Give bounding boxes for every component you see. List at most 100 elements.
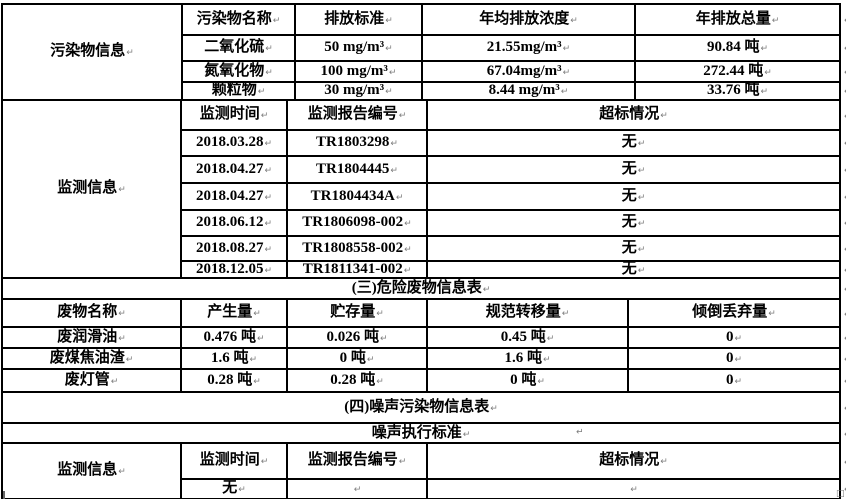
col-header-transferred: 规范转移量↵ [426,300,629,328]
paragraph-mark-icon: ↵ [249,354,258,365]
cell-pollutant-name: 颗粒物↵ [181,81,296,101]
paragraph-mark-icon: ↵ [537,376,545,387]
monitoring-table: 监测信息↵ 监测时间↵ 监测报告编号↵ 超标情况↵ ↵ 2018.03.28↵ … [1,101,846,279]
paragraph-mark-icon: ↵ [542,354,551,365]
row-end-mark-icon: ↵ [840,479,846,499]
paragraph-mark-icon: ↵ [734,333,743,344]
table-end-mark-icon: □ [836,489,845,499]
row-end-mark-icon: ↵ [840,279,846,299]
paragraph-mark-icon: ↵ [404,219,412,230]
paragraph-mark-icon: ↵ [385,15,393,26]
paragraph-mark-icon: ↵ [398,457,407,468]
paragraph-mark-icon: ↵ [264,244,273,255]
cell-report: TR1806098-002↵ [286,209,428,237]
section-title-hazardous: (三)危险废物信息表↵ [1,279,841,300]
paragraph-mark-icon: ↵ [385,44,393,55]
paragraph-mark-icon: ↵ [462,429,471,440]
cell-date: 2018.04.27↵ [180,182,288,211]
cell-date: 2018.12.05↵ [180,260,288,279]
paragraph-mark-icon: ↵ [398,111,407,122]
col-header-avg-concentration: 年均排放浓度↵ [421,3,636,36]
cell-status: 无↵ [426,235,841,262]
paragraph-mark-icon: ↵ [379,333,388,344]
paragraph-mark-icon: ↵ [260,111,269,122]
row-end-mark-icon: ↵ [840,261,846,278]
paragraph-mark-icon: ↵ [562,44,571,55]
cell-transferred: 1.6 吨↵ [426,347,629,370]
paragraph-mark-icon: ↵ [264,266,273,276]
paragraph-mark-icon: ↵ [760,44,769,55]
col-header-produced: 产生量↵ [180,300,288,328]
cell-date: 2018.06.12↵ [180,209,288,237]
cell-report: TR1803298↵ [286,129,428,157]
row-end-mark-icon: ↵ [840,130,846,156]
cell-standard: 30 mg/m³↵ [294,81,423,101]
cell-report: TR1804434A↵ [286,182,428,211]
cell-avg: 8.44 mg/m³↵ [421,81,636,101]
cell-transferred: 0.45 吨↵ [426,326,629,349]
paragraph-mark-icon: ↵ [637,192,646,203]
paragraph-mark-icon: ↵ [734,354,743,365]
paragraph-mark-icon: ↵ [253,376,261,387]
cell-total: 272.44 吨↵ [634,60,841,83]
noise-monitoring-table: 监测信息↵ 监测时间↵ 监测报告编号↵ 超标情况↵ ↵ 无↵ ↵ ↵ ↵ [1,444,846,499]
col-header-pollutant-name: 污染物名称↵ [181,3,296,36]
paragraph-mark-icon: ↵ [764,67,772,78]
row-end-mark-icon: ↵ [840,236,846,261]
cell-produced: 1.6 吨↵ [180,347,288,370]
paragraph-mark-icon: ↵ [637,139,646,150]
cell-produced: 0.28 吨↵ [180,368,288,393]
paragraph-mark-icon: ↵ [264,219,273,230]
hazardous-title-row: (三)危险废物信息表↵ ↵ [1,279,846,300]
paragraph-mark-icon: ↵ [366,354,375,365]
paragraph-mark-icon: ↵ [660,457,668,468]
col-header-exceed: 超标情况↵ [426,101,841,131]
cell-stored: 0 吨↵ [286,347,428,370]
col-header-exceed: 超标情况↵ [426,444,841,480]
cell-stored: 0.026 吨↵ [286,326,428,349]
cell-date: 2018.04.27↵ [180,155,288,184]
paragraph-mark-icon: ↵ [353,485,362,496]
paragraph-mark-icon: ↵ [734,376,743,387]
paragraph-mark-icon: ↵ [272,15,281,26]
cell-standard: 50 mg/m³↵ [294,34,423,62]
cell-stored: 0.28 吨↵ [286,368,428,393]
cell-avg: 67.04mg/m³↵ [421,60,636,83]
col-header-report-no: 监测报告编号↵ [286,444,428,480]
cell-report: TR1811341-002↵ [286,260,428,279]
caret-mark [3,491,5,499]
cell-date: 无↵ [180,478,288,499]
row-end-mark-icon: ↵ [840,156,846,183]
col-header-waste-name: 废物名称↵ [1,300,182,328]
paragraph-mark-icon: ↵ [482,285,491,295]
row-end-mark-icon: ↵ [840,210,846,236]
paragraph-mark-icon: ↵ [110,376,119,387]
cell-pollutant-name: 二氧化硫↵ [181,34,296,62]
paragraph-mark-icon: ↵ [118,185,126,196]
cell-total: 33.76 吨↵ [634,81,841,101]
cell-standard: 100 mg/m³↵ [294,60,423,83]
cell-avg: 21.55mg/m³↵ [421,34,636,62]
paragraph-mark-icon: ↵ [376,309,384,320]
row-end-mark-icon: ↵ [840,35,846,61]
row-end-mark-icon: ↵ [840,4,846,35]
paragraph-mark-icon: ↵ [768,309,776,320]
hazardous-waste-table: 废物名称↵ 产生量↵ 贮存量↵ 规范转移量↵ 倾倒丢弃量↵ ↵ 废润滑油↵ 0.… [1,300,846,393]
cell-date: 2018.03.28↵ [180,129,288,157]
section-title-noise: (四)噪声污染物信息表↵ [1,393,841,424]
paragraph-mark-icon: ↵ [760,87,769,98]
cell-total: 90.84 吨↵ [634,34,841,62]
row-end-mark-icon: ↵ [840,424,846,443]
paragraph-mark-icon: ↵ [264,165,273,176]
paragraph-mark-icon: ↵ [403,266,412,276]
cell-dumped: 0↵ [627,347,841,370]
paragraph-mark-icon: ↵ [390,139,398,150]
cell-waste-name: 废灯管↵ [1,368,182,393]
paragraph-mark-icon: ↵ [637,244,646,255]
pollutant-section-label: 污染物信息↵ [1,3,183,101]
paragraph-mark-icon: ↵ [576,427,584,438]
paragraph-mark-icon: ↵ [637,165,646,176]
paragraph-mark-icon: ↵ [265,44,273,55]
paragraph-mark-icon: ↵ [264,192,273,203]
